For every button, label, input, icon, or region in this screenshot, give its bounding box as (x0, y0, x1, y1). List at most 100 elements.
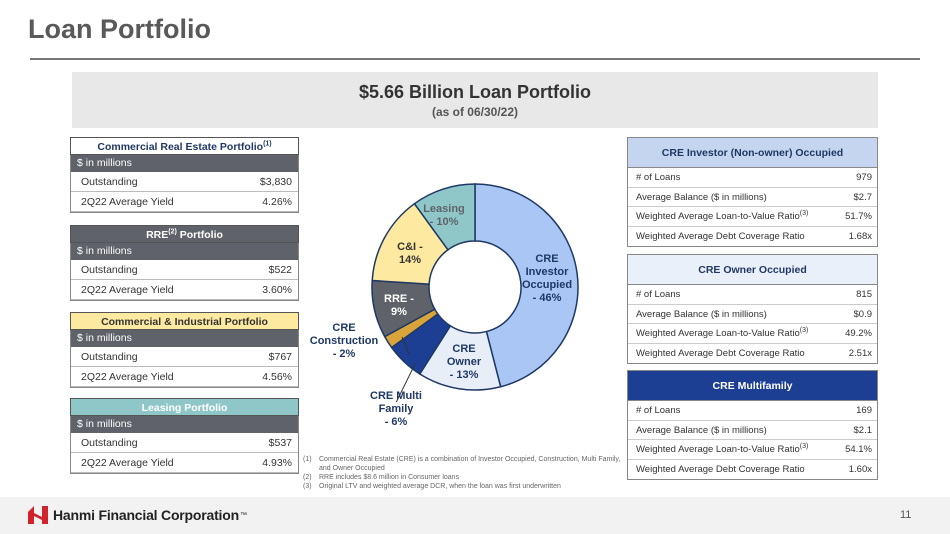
left-table-title: RRE (146, 229, 169, 241)
row-label: Average Balance ($ in millions) (636, 424, 767, 436)
slice-label-line: Owner (446, 356, 482, 368)
right-table: CRE Owner Occupied # of Loans 815 Average B… (627, 254, 878, 364)
row-label: # of Loans (636, 405, 681, 416)
row-value: 49.2% (845, 328, 872, 339)
loan-portfolio-donut-chart (371, 183, 579, 402)
footnote-number: (3) (303, 483, 312, 490)
table-row: Average Balance ($ in millions) $0.9 (628, 305, 877, 324)
slice-label-line: 14% (398, 254, 422, 266)
slice-label-line: C&I - (397, 241, 423, 253)
unit-label: $ in millions (71, 416, 298, 433)
row-label: Weighted Average Loan-to-Value Ratio (636, 211, 800, 222)
left-table-title: Commercial & Industrial Portfolio (101, 316, 268, 328)
footnote: (2) RRE includes $8.6 million in Consumer… (303, 473, 623, 482)
slice-label-multi: CRE Multi Family - 6% (356, 390, 436, 429)
unit-label: $ in millions (71, 155, 298, 172)
hanmi-logo: Hanmi Financial Corporation ™ (28, 506, 247, 524)
table-row: Weighted Average Loan-to-Value Ratio(3) 5… (628, 207, 877, 227)
left-table: RRE(2) Portfolio $ in millions Outstanding… (70, 225, 299, 301)
left-table-body: $ in millions Outstanding $3,830 2Q22 Avera… (70, 155, 299, 213)
slice-label-line: RRE - (384, 293, 414, 305)
slice-label-line: Family (378, 403, 414, 415)
table-row: # of Loans 979 (628, 168, 877, 188)
row-value: $522 (268, 264, 292, 276)
table-row: Outstanding $767 (71, 347, 298, 367)
table-row: # of Loans 169 (628, 401, 877, 421)
table-row: Weighted Average Debt Coverage Ratio 2.51… (628, 344, 877, 364)
row-value: $2.7 (853, 191, 873, 203)
row-label-wrap: # of Loans (636, 168, 680, 187)
row-label: Weighted Average Debt Coverage Ratio (636, 463, 805, 475)
left-table-header: RRE(2) Portfolio (70, 225, 299, 243)
row-value: 3.60% (262, 284, 292, 296)
row-label-wrap: Average Balance ($ in millions) (636, 421, 767, 440)
slice-label-line: - 13% (449, 369, 479, 381)
table-row: # of Loans 815 (628, 285, 877, 305)
page-number: 11 (900, 509, 912, 521)
row-label-wrap: Average Balance ($ in millions) (636, 188, 767, 207)
unit-label: $ in millions (71, 330, 298, 347)
footer-band (0, 497, 950, 534)
unit-label: $ in millions (71, 243, 298, 260)
portfolio-banner: $5.66 Billion Loan Portfolio (as of 06/3… (72, 72, 878, 128)
row-label-sup: (3) (799, 326, 809, 334)
slice-label-line: - 10% (429, 216, 459, 228)
row-value: 54.1% (845, 444, 872, 455)
left-table-header: Commercial & Industrial Portfolio (70, 312, 299, 330)
footnote-number: (2) (303, 474, 312, 481)
table-row: 2Q22 Average Yield 3.60% (71, 280, 298, 300)
slice-label-line: Investor (525, 266, 569, 278)
footnote-number: (1) (303, 456, 312, 463)
row-label: Outstanding (81, 264, 138, 276)
table-row: Outstanding $537 (71, 433, 298, 453)
left-table-body: $ in millions Outstanding $537 2Q22 Average… (70, 416, 299, 474)
row-label: Outstanding (81, 351, 138, 363)
banner-subtitle: (as of 06/30/22) (431, 105, 519, 119)
slice-label-owner: CRE Owner - 13% (434, 343, 494, 382)
donut-leader-line (395, 363, 416, 402)
table-row: Outstanding $522 (71, 260, 298, 280)
slice-label-line: 9% (391, 306, 407, 318)
slice-label-rre: RRE -9% (371, 293, 427, 319)
footnote: (1) Commercial Real Estate (CRE) is a com… (303, 455, 623, 473)
right-table: CRE Multifamily # of Loans 169 Average Bala… (627, 370, 878, 480)
left-table: Commercial & Industrial Portfolio $ in mi… (70, 312, 299, 388)
row-label: Average Balance ($ in millions) (636, 308, 767, 320)
left-table-body: $ in millions Outstanding $522 2Q22 Average… (70, 243, 299, 301)
right-table-header: CRE Investor (Non-owner) Occupied (628, 138, 877, 168)
left-table-title-suffix: Portfolio (176, 229, 223, 241)
row-label-wrap: Weighted Average Loan-to-Value Ratio(3) (636, 440, 808, 459)
row-value: 51.7% (845, 211, 872, 222)
row-label: Weighted Average Loan-to-Value Ratio (636, 444, 800, 455)
banner-title: $5.66 Billion Loan Portfolio (358, 82, 592, 102)
row-label-wrap: # of Loans (636, 401, 680, 420)
row-label: 2Q22 Average Yield (81, 196, 174, 208)
row-value: 815 (856, 289, 872, 300)
footnotes: (1) Commercial Real Estate (CRE) is a com… (303, 455, 623, 491)
slice-label-line: CRE (535, 253, 559, 265)
row-value: $3,830 (259, 176, 292, 188)
row-value: 979 (856, 172, 872, 183)
row-label-sup: (3) (799, 209, 809, 217)
footnote: (3) Original LTV and weighted average DCR… (303, 482, 623, 491)
row-value: $0.9 (853, 308, 873, 320)
slice-label-line: Leasing (423, 203, 465, 215)
table-row: Weighted Average Loan-to-Value Ratio(3) 4… (628, 324, 877, 344)
row-value: 1.68x (848, 230, 872, 242)
left-table: Leasing Portfolio $ in millions Outstandin… (70, 398, 299, 474)
row-label-wrap: # of Loans (636, 285, 680, 304)
row-label: Outstanding (81, 176, 138, 188)
row-label: Weighted Average Debt Coverage Ratio (636, 347, 805, 359)
table-row: Average Balance ($ in millions) $2.1 (628, 421, 877, 440)
table-row: Weighted Average Debt Coverage Ratio 1.60… (628, 460, 877, 480)
slice-label-leasing: Leasing - 10% (413, 203, 475, 229)
footnote-text: RRE includes $8.6 million in Consumer lo… (319, 474, 460, 481)
row-label: 2Q22 Average Yield (81, 457, 174, 469)
donut-slice (413, 183, 476, 251)
hanmi-logo-icon (28, 506, 48, 524)
right-table-header: CRE Owner Occupied (628, 255, 877, 285)
table-row: 2Q22 Average Yield 4.56% (71, 367, 298, 387)
row-value: 4.26% (262, 196, 292, 208)
table-row: Average Balance ($ in millions) $2.7 (628, 188, 877, 207)
row-value: $537 (268, 437, 292, 449)
